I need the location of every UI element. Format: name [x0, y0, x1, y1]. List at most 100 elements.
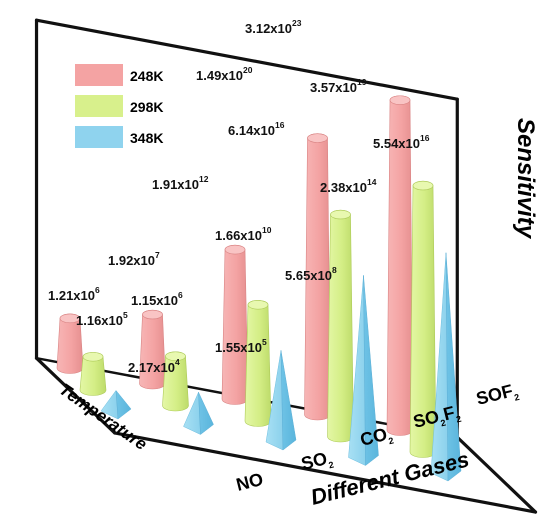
tick-base: SOF	[474, 381, 515, 409]
tick-sub: 2	[387, 435, 394, 446]
value-label-exponent: 7	[155, 250, 160, 260]
value-label-exponent: 12	[199, 174, 209, 184]
value-label-mantissa: 1.15x10	[131, 293, 178, 308]
z-axis-title: Sensitivity	[512, 118, 539, 240]
value-label-348K-NO: 2.17x104	[128, 357, 180, 375]
bar-348K-NO	[100, 389, 132, 420]
value-label-248K-SO2: 1.92x107	[108, 250, 160, 268]
value-label-mantissa: 3.57x10	[310, 80, 357, 95]
value-label-298K-SO2F2: 6.14x1016	[228, 120, 285, 138]
value-label-mantissa: 5.65x10	[285, 268, 332, 283]
legend-item-248K: 248K	[75, 64, 163, 86]
value-label-348K-SO2F2: 2.38x1014	[320, 177, 377, 195]
bar-cap	[165, 351, 186, 361]
pyramid-face-right	[445, 252, 462, 482]
bar-348K-SOF2	[430, 252, 462, 482]
value-label-exponent: 10	[262, 225, 272, 235]
value-label-exponent: 23	[292, 18, 302, 28]
value-labels-layer: 1.21x1061.92x1071.91x10121.49x10203.12x1…	[48, 18, 430, 375]
bar-cap	[247, 300, 269, 310]
value-label-exponent: 8	[332, 265, 337, 275]
bar-348K-CO2	[265, 350, 297, 451]
tick-base: NO	[234, 469, 265, 495]
frame-floor-right	[455, 435, 538, 514]
value-label-mantissa: 1.91x10	[152, 177, 199, 192]
x-tick-NO: NO	[234, 469, 265, 495]
value-label-298K-SO2: 1.15x106	[131, 290, 183, 308]
legend-label: 298K	[130, 99, 163, 115]
bar-248K-SO2	[139, 309, 166, 390]
value-label-248K-SO2F2: 1.49x1020	[196, 65, 253, 83]
value-label-exponent: 4	[175, 357, 180, 367]
value-label-mantissa: 1.66x10	[215, 228, 262, 243]
tick-sub: 2	[440, 418, 447, 429]
bar-248K-NO	[56, 313, 84, 374]
axes-frame	[34, 18, 538, 514]
tick-base2: F	[441, 402, 457, 424]
pyramid-face-right	[115, 389, 132, 420]
bar-body	[139, 309, 166, 390]
value-label-exponent: 6	[95, 285, 100, 295]
tick-sub: 2	[513, 392, 520, 403]
bar-body	[327, 209, 354, 443]
value-label-mantissa: 1.16x10	[76, 313, 123, 328]
value-label-exponent: 5	[123, 310, 128, 320]
value-label-mantissa: 1.55x10	[215, 340, 262, 355]
value-label-mantissa: 5.54x10	[373, 136, 420, 151]
value-label-348K-CO2: 5.65x108	[285, 265, 337, 283]
frame-floor-front	[113, 431, 538, 514]
legend-swatch	[75, 95, 123, 117]
bar-cap	[59, 313, 81, 324]
x-tick-SOF2: SOF2	[474, 379, 520, 411]
bar-298K-NO	[79, 352, 107, 396]
value-label-mantissa: 3.12x10	[245, 21, 292, 36]
legend-item-348K: 348K	[75, 126, 163, 148]
value-label-mantissa: 1.92x10	[108, 253, 155, 268]
tick-sub: 2	[328, 460, 335, 471]
value-label-exponent: 20	[243, 65, 253, 75]
bar-cap	[389, 95, 411, 105]
pyramid-face-right	[198, 392, 214, 435]
value-label-exponent: 16	[420, 133, 430, 143]
bar-348K-SO2	[183, 392, 214, 435]
legend-swatch	[75, 126, 123, 148]
legend-item-298K: 298K	[75, 95, 163, 117]
value-label-exponent: 16	[275, 120, 285, 130]
legend-label: 348K	[130, 130, 163, 146]
pyramid-face-right	[280, 350, 297, 451]
value-label-mantissa: 1.49x10	[196, 68, 243, 83]
bar-298K-CO2	[244, 300, 272, 427]
legend-swatch	[75, 64, 123, 86]
value-label-mantissa: 2.17x10	[128, 360, 175, 375]
value-label-248K-SOF2: 3.12x1023	[245, 18, 302, 36]
legend: 248K 298K 348K	[75, 64, 163, 148]
bar-248K-SOF2	[386, 95, 414, 436]
value-label-exponent: 5	[262, 337, 267, 347]
value-label-mantissa: 2.38x10	[320, 180, 367, 195]
bar-cap	[307, 133, 328, 143]
bars-layer	[56, 95, 462, 482]
value-label-348K-SO2: 1.55x105	[215, 337, 267, 355]
value-label-348K-SOF2: 5.54x1016	[373, 133, 430, 151]
bar-248K-CO2	[221, 244, 249, 405]
bar-cap	[412, 180, 434, 191]
bar-cap	[82, 352, 104, 362]
value-label-298K-NO: 1.16x105	[76, 310, 128, 328]
value-label-exponent: 14	[367, 177, 377, 187]
bar-cap	[330, 209, 351, 220]
value-label-mantissa: 6.14x10	[228, 123, 275, 138]
bar-cap	[142, 309, 163, 320]
tick-sub2: 2	[455, 414, 462, 425]
value-label-exponent: 6	[178, 290, 183, 300]
bar-body	[244, 300, 272, 427]
bar-348K-SO2F2	[348, 275, 379, 467]
value-label-298K-SOF2: 3.57x1019	[310, 77, 367, 95]
tick-base: SO	[299, 448, 329, 474]
bar-298K-SO2F2	[327, 209, 354, 443]
value-label-298K-CO2: 1.66x1010	[215, 225, 272, 243]
bar-body	[221, 244, 249, 405]
frame-floor-left	[34, 356, 117, 435]
